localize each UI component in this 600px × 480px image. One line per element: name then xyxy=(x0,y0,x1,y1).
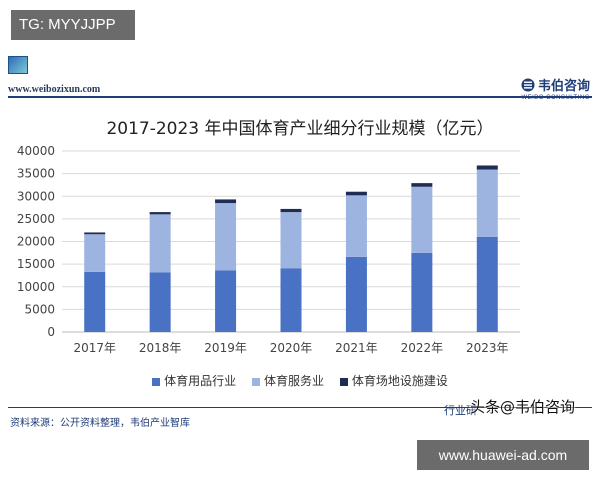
bar-segment-2 xyxy=(149,214,171,273)
bar-segment-1 xyxy=(215,270,237,332)
legend-label-1: 体育用品行业 xyxy=(164,374,237,388)
x-tick-label: 2017年 xyxy=(73,341,116,355)
footer-right-text: 行业研 xyxy=(444,404,477,417)
y-tick-label: 20000 xyxy=(17,235,55,249)
chart: 0 5000 10000 15000 20000 25000 30000 35000 40000… xyxy=(17,144,520,355)
brand: 韦伯咨询 WEIBO CONSULTING xyxy=(521,74,590,101)
y-tick-label: 25000 xyxy=(17,212,55,226)
bar-segment-2 xyxy=(280,212,302,269)
y-tick-label: 15000 xyxy=(17,257,55,271)
brand-subtitle: WEIBO CONSULTING xyxy=(521,95,590,101)
site-url: www.weibozixun.com xyxy=(8,84,101,95)
x-tick-label: 2023年 xyxy=(466,341,509,355)
bar-segment-1 xyxy=(411,252,433,332)
chart-title: 2017-2023 年中国体育产业细分行业规模（亿元） xyxy=(106,119,494,139)
bar-segment-2 xyxy=(411,186,433,253)
bar-segment-1 xyxy=(345,256,367,332)
x-axis-tick-labels: 2017年 2018年 2019年 2020年 2021年 2022年 2023年 xyxy=(73,341,508,355)
brand-logo-icon xyxy=(521,78,535,91)
bar-segment-1 xyxy=(84,271,106,332)
source-note: 资料来源：公开资料整理，韦伯产业智库 xyxy=(10,418,190,429)
url-badge: www.huawei-ad.com xyxy=(417,440,589,470)
bar-segment-3 xyxy=(280,208,302,213)
bar-segment-2 xyxy=(215,203,237,271)
legend-swatch-1 xyxy=(152,377,161,386)
brand-name: 韦伯咨询 xyxy=(537,79,590,94)
tg-badge: TG: MYYJJPP xyxy=(11,10,135,40)
legend-item-2: 体育服务业 xyxy=(251,372,324,389)
overlay-watermark-text: 头条@韦伯咨询 xyxy=(470,398,576,416)
bar-segment-3 xyxy=(149,212,171,215)
y-tick-label: 30000 xyxy=(17,189,55,203)
x-tick-label: 2022年 xyxy=(401,341,444,355)
bar-segment-3 xyxy=(476,165,498,170)
bar-segment-2 xyxy=(345,195,367,257)
legend-swatch-2 xyxy=(251,377,260,386)
footer-divider xyxy=(8,407,592,408)
legend-item-1: 体育用品行业 xyxy=(152,372,236,389)
x-tick-label: 2019年 xyxy=(204,341,247,355)
legend: 体育用品行业 体育服务业 体育场地设施建设 xyxy=(0,372,600,389)
x-tick-label: 2021年 xyxy=(335,341,378,355)
y-tick-label: 10000 xyxy=(17,280,55,294)
bar-segment-3 xyxy=(84,232,106,235)
header-divider xyxy=(8,96,592,98)
corner-logo-square xyxy=(8,56,28,74)
bar-segment-3 xyxy=(411,183,433,187)
bar-segment-1 xyxy=(280,268,302,332)
legend-swatch-3 xyxy=(339,377,348,386)
bar-segment-2 xyxy=(476,169,498,237)
x-tick-label: 2018年 xyxy=(139,341,182,355)
bar-segment-1 xyxy=(149,272,171,332)
legend-item-3: 体育场地设施建设 xyxy=(339,372,448,389)
bar-segment-2 xyxy=(84,234,106,272)
legend-label-3: 体育场地设施建设 xyxy=(351,374,448,388)
y-tick-label: 5000 xyxy=(24,302,55,316)
bars xyxy=(84,165,498,332)
bar-segment-1 xyxy=(476,236,498,332)
legend-label-2: 体育服务业 xyxy=(263,374,324,388)
y-tick-label: 0 xyxy=(47,325,55,339)
bar-segment-3 xyxy=(215,199,237,204)
bar-segment-3 xyxy=(345,191,367,196)
y-tick-label: 40000 xyxy=(17,144,55,158)
y-axis-tick-labels: 0 5000 10000 15000 20000 25000 30000 35000 40000 xyxy=(17,144,55,339)
x-tick-label: 2020年 xyxy=(270,341,313,355)
y-tick-label: 35000 xyxy=(17,167,55,181)
